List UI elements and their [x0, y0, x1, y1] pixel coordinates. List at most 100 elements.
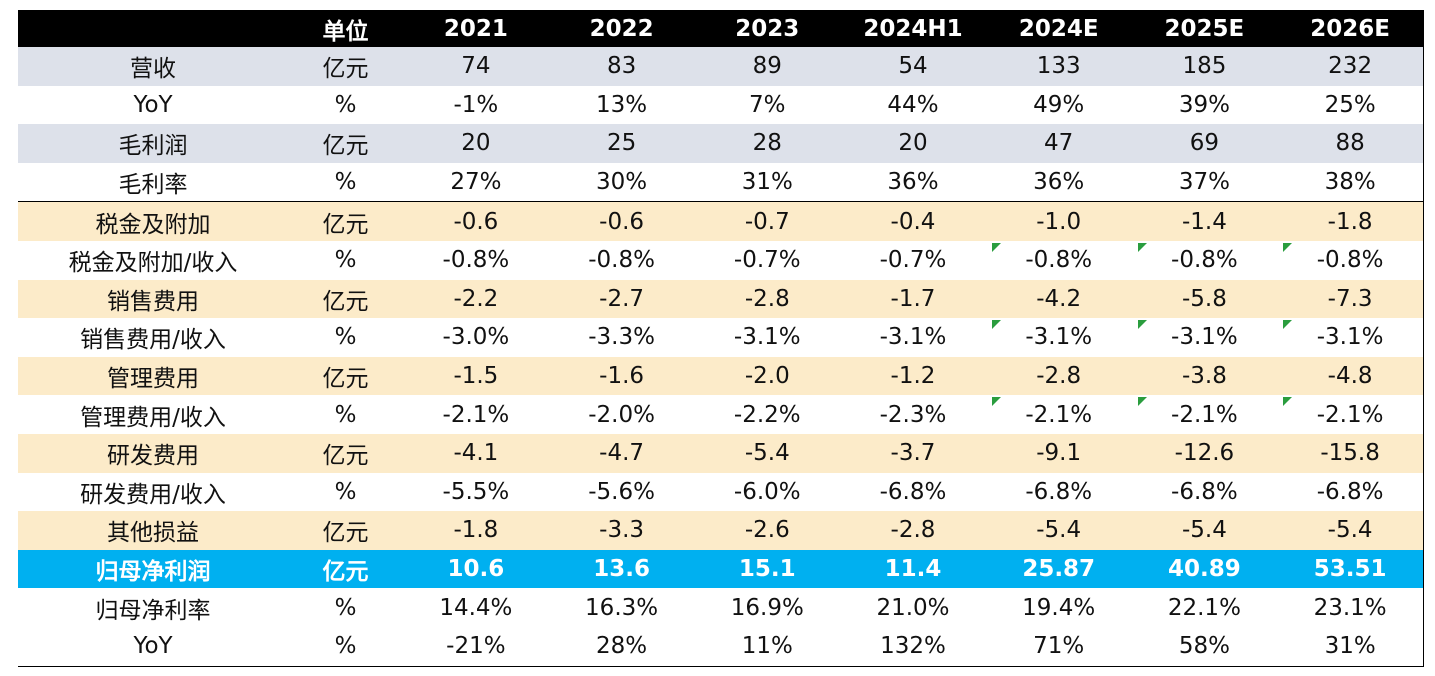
- cell-value: 31%: [1324, 633, 1376, 660]
- table-cell: 53.51: [1277, 549, 1423, 589]
- cell-value: 15.1: [738, 556, 796, 583]
- table-cell: -0.6: [548, 201, 695, 241]
- table-cell: 31%: [1277, 626, 1423, 666]
- cell-value: 20: [461, 130, 491, 157]
- table-cell: -1.8: [1277, 201, 1423, 241]
- row-unit: 亿元: [288, 511, 404, 550]
- cell-value: -5.8: [1181, 285, 1227, 312]
- table-cell: 11.4: [840, 549, 986, 589]
- row-label: 管理费用/收入: [18, 395, 289, 434]
- cell-value: 185: [1182, 53, 1227, 80]
- table-cell: -2.6: [694, 511, 841, 550]
- table-row: 税金及附加 亿元 -0.6 -0.6 -0.7 -0.4 -1.0 -1.4 -1.8: [18, 201, 1423, 241]
- cell-value: -1.2: [890, 363, 936, 390]
- table-cell: -5.5%: [403, 472, 549, 512]
- table-cell: -3.1%: [840, 318, 986, 357]
- table-cell: -2.3%: [840, 395, 986, 434]
- table-cell: 88: [1277, 124, 1423, 163]
- table-cell: -6.0%: [694, 472, 841, 512]
- cell-value: -2.1%: [1171, 401, 1238, 428]
- header-cell: 2024E: [985, 10, 1132, 47]
- cell-value: 31%: [741, 169, 793, 196]
- table-cell: -3.3%: [548, 318, 695, 357]
- table-row: 研发费用/收入% -5.5% -5.6% -6.0% -6.8% -6.8% -6.8% -6…: [18, 472, 1423, 512]
- row-unit: %: [288, 240, 404, 280]
- cell-value: -0.6: [453, 208, 499, 235]
- cell-value: 25%: [1324, 91, 1376, 118]
- header-cell: 2023: [694, 10, 841, 47]
- table-cell: 49%: [985, 85, 1132, 125]
- table-cell: -2.8: [985, 356, 1132, 396]
- table-cell: -1.8: [403, 511, 549, 550]
- cell-value: 40.89: [1168, 556, 1241, 583]
- table-cell: 44%: [840, 85, 986, 125]
- cell-value: 53.51: [1313, 556, 1387, 583]
- table-cell: -0.7%: [694, 240, 841, 280]
- cell-value: 71%: [1033, 633, 1085, 660]
- cell-value: -9.1: [1036, 440, 1082, 467]
- table-cell: 22.1%: [1131, 588, 1278, 627]
- table-cell: -0.8%: [1131, 240, 1278, 280]
- table-cell: -2.0%: [548, 395, 695, 434]
- table-cell: -5.8: [1131, 279, 1278, 319]
- table-cell: -5.4: [1131, 511, 1278, 550]
- cell-value: 11%: [741, 633, 793, 660]
- cell-value: -3.7: [890, 440, 936, 467]
- cell-value: 232: [1328, 53, 1373, 80]
- header-cell: 2021: [403, 10, 549, 47]
- header-cell: 2022: [548, 10, 695, 47]
- table-cell: 27%: [403, 162, 549, 202]
- cell-value: 74: [461, 53, 491, 80]
- table-cell: -3.8: [1131, 356, 1278, 396]
- table-cell: -12.6: [1131, 433, 1278, 473]
- table-cell: -2.1%: [1131, 395, 1278, 434]
- row-unit: 亿元: [288, 124, 404, 163]
- table-cell: -6.8%: [985, 472, 1132, 512]
- table-row: 管理费用/收入% -2.1% -2.0% -2.2% -2.3% -2.1% -2.1% -2…: [18, 395, 1423, 434]
- cell-value: 132%: [880, 633, 946, 660]
- cell-value: -6.8%: [1025, 478, 1093, 505]
- cell-value: 36%: [1033, 169, 1085, 196]
- comment-flag-icon: [991, 320, 1001, 330]
- cell-value: -0.8%: [1025, 247, 1093, 274]
- table-cell: 40.89: [1131, 549, 1278, 589]
- row-label: 销售费用: [18, 279, 289, 319]
- table-row: 管理费用 亿元 -1.5 -1.6 -2.0 -1.2 -2.8 -3.8 -4.8: [18, 356, 1423, 396]
- comment-flag-icon: [1283, 397, 1293, 407]
- cell-value: 38%: [1324, 169, 1376, 196]
- cell-value: -4.7: [599, 440, 645, 467]
- table-cell: 36%: [840, 162, 986, 202]
- cell-value: -15.8: [1320, 440, 1380, 467]
- row-unit: 亿元: [288, 201, 404, 241]
- table-cell: -3.0%: [403, 318, 549, 357]
- cell-value: 54: [898, 53, 928, 80]
- cell-value: 27%: [450, 169, 502, 196]
- table-cell: -1.2: [840, 356, 986, 396]
- cell-value: -6.8%: [1171, 478, 1238, 505]
- cell-value: -5.6%: [588, 478, 655, 505]
- cell-value: 13.6: [593, 556, 650, 583]
- row-label: 营收: [18, 47, 289, 86]
- table-cell: -6.8%: [1277, 472, 1423, 512]
- row-label: 研发费用: [18, 433, 289, 473]
- table-cell: -1.6: [548, 356, 695, 396]
- cell-value: -2.8: [890, 517, 936, 544]
- row-label: YoY: [18, 626, 289, 666]
- cell-value: -0.4: [890, 208, 936, 235]
- header-cell: 2024H1: [840, 10, 986, 47]
- cell-value: 21.0%: [876, 594, 950, 621]
- header-cell: 2026E: [1277, 10, 1423, 47]
- cell-value: 25.87: [1022, 556, 1096, 583]
- table-cell: 58%: [1131, 626, 1278, 666]
- cell-value: -3.1%: [879, 324, 947, 351]
- table-row: 毛利率% 27% 30% 31% 36% 36% 37% 38%: [18, 162, 1423, 202]
- table-cell: 15.1: [694, 549, 841, 589]
- table-cell: -5.4: [694, 433, 841, 473]
- cell-value: -3.1%: [1316, 324, 1384, 351]
- table-cell: 71%: [985, 626, 1132, 666]
- cell-value: -3.3%: [588, 324, 655, 351]
- table-cell: -15.8: [1277, 433, 1423, 473]
- table-cell: -3.7: [840, 433, 986, 473]
- table-cell: 13.6: [548, 549, 695, 589]
- cell-value: -7.3: [1327, 285, 1373, 312]
